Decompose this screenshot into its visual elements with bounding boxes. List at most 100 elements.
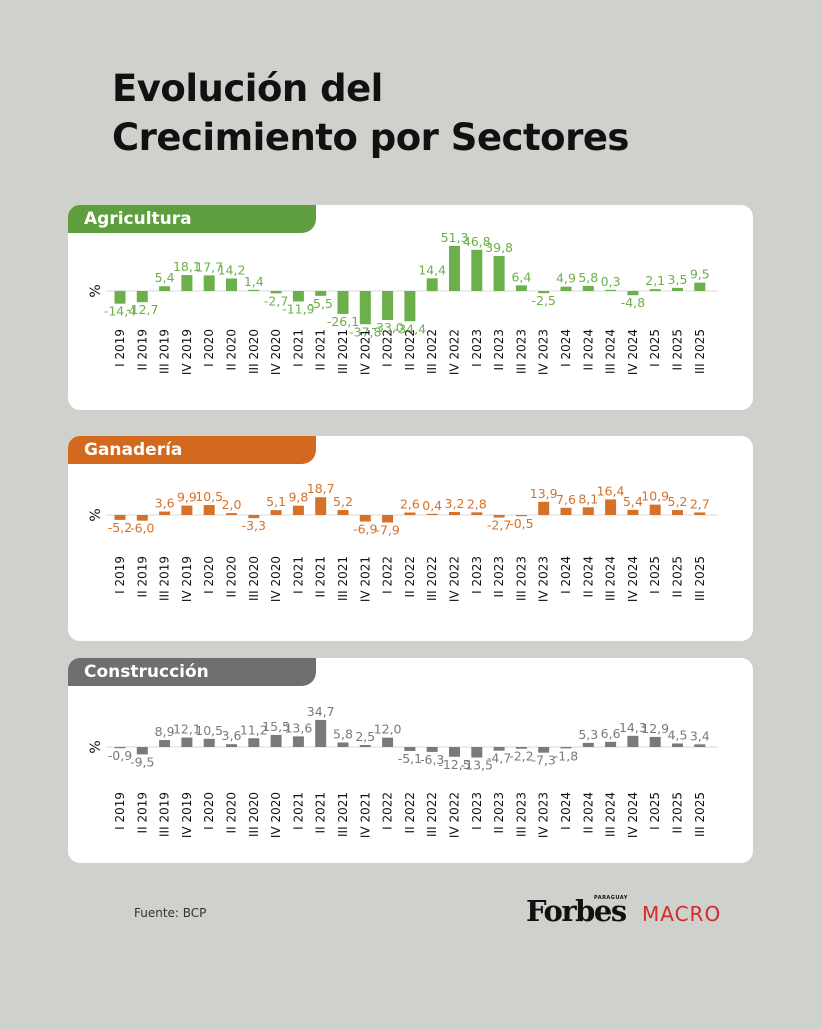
- bar: [226, 278, 237, 291]
- category-label: III 2021: [336, 329, 350, 374]
- bar: [382, 291, 394, 321]
- chart-card-agricultura: Agricultura % -14,4 I 2019 -12,7 II 2019 5,4 I…: [68, 205, 753, 410]
- bar: [515, 515, 527, 517]
- data-label: -6,3: [420, 752, 444, 767]
- chart-title-agricultura: Agricultura: [68, 205, 316, 233]
- category-label: III 2021: [336, 556, 350, 601]
- data-label: 46,8: [463, 234, 491, 249]
- bar: [493, 255, 505, 291]
- data-label: -26,1: [327, 314, 359, 329]
- category-label: II 2025: [671, 556, 685, 597]
- category-label: II 2021: [314, 329, 328, 370]
- bar: [471, 249, 483, 291]
- bar: [493, 515, 505, 518]
- bar: [426, 278, 438, 291]
- category-label: III 2022: [425, 556, 439, 601]
- data-label: -1,8: [554, 748, 578, 763]
- bar: [159, 286, 171, 291]
- data-label: 3,6: [222, 728, 242, 743]
- bar: [226, 744, 237, 747]
- title-line-1: Evolución del: [112, 67, 383, 110]
- data-label: 10,5: [195, 489, 223, 504]
- bar: [292, 505, 304, 515]
- category-label: II 2020: [225, 556, 239, 597]
- page-title: Evolución del Crecimiento por Sectores: [112, 64, 629, 162]
- data-label: -6,9: [353, 522, 377, 537]
- category-label: I 2021: [291, 329, 305, 367]
- data-label: 5,1: [266, 494, 286, 509]
- bar: [181, 737, 193, 747]
- bar: [627, 509, 639, 515]
- bar: [359, 745, 371, 747]
- bar: [694, 512, 706, 515]
- category-label: I 2019: [113, 556, 127, 594]
- category-label: I 2022: [381, 329, 395, 367]
- bar: [627, 291, 639, 296]
- data-label: 5,4: [623, 494, 643, 509]
- source-note: Fuente: BCP: [134, 906, 207, 920]
- category-label: II 2019: [135, 329, 149, 370]
- chart-ganaderia: % -5,2 I 2019 -6,0 II 2019 3,6 III 2019 9,9 IV 2…: [88, 481, 718, 602]
- bar: [337, 742, 349, 747]
- category-label: III 2019: [158, 556, 172, 601]
- category-label: II 2019: [135, 792, 149, 833]
- category-label: III 2021: [336, 792, 350, 837]
- data-label: -2,7: [487, 518, 511, 533]
- data-label: 15,5: [262, 719, 290, 734]
- bar: [114, 291, 126, 304]
- category-label: I 2019: [113, 329, 127, 367]
- data-label: -5,5: [309, 296, 333, 311]
- chart-title-construccion: Construcción: [68, 658, 316, 686]
- bar: [203, 505, 215, 515]
- bar: [337, 510, 349, 515]
- data-label: 0,4: [422, 498, 442, 513]
- bar: [292, 291, 304, 302]
- data-label: -12,7: [126, 302, 158, 317]
- chart-agricultura: %-14,4 I 2019 -12,7 II 2019 5,4 III 2019 18,1 I…: [88, 230, 718, 375]
- y-unit-label: %: [88, 508, 104, 521]
- bar: [404, 291, 416, 322]
- bar: [560, 286, 572, 291]
- category-label: III 2019: [158, 792, 172, 837]
- title-line-2: Crecimiento por Sectores: [112, 116, 629, 159]
- forbes-logo: Forbes: [526, 894, 627, 928]
- data-label: 9,9: [177, 490, 197, 505]
- category-label: III 2020: [247, 792, 261, 837]
- data-label: 9,8: [288, 490, 308, 505]
- bar: [315, 719, 327, 747]
- data-label: -2,7: [264, 293, 288, 308]
- category-label: II 2025: [671, 792, 685, 833]
- data-label: 10,9: [641, 489, 669, 504]
- bar: [605, 499, 617, 515]
- data-label: 3,4: [690, 728, 710, 743]
- bar: [136, 747, 148, 755]
- data-label: 14,2: [218, 263, 246, 278]
- data-label: 3,6: [155, 496, 175, 511]
- bar: [404, 512, 416, 515]
- bar: [359, 515, 371, 522]
- category-label: I 2019: [113, 792, 127, 830]
- data-label: -3,3: [242, 518, 266, 533]
- category-label: I 2025: [648, 556, 662, 594]
- category-label: IV 2019: [180, 792, 194, 838]
- data-label: -11,9: [282, 301, 314, 316]
- category-label: II 2022: [403, 792, 417, 833]
- category-label: I 2020: [202, 792, 216, 830]
- data-label: 10,5: [195, 723, 223, 738]
- data-label: 3,2: [445, 496, 465, 511]
- y-unit-label: %: [88, 740, 104, 753]
- data-label: 14,3: [619, 720, 647, 735]
- data-label: 18,7: [307, 481, 335, 496]
- data-label: 2,5: [355, 729, 375, 744]
- bar: [248, 515, 260, 519]
- bar: [672, 287, 683, 291]
- category-label: II 2024: [581, 556, 595, 597]
- data-label: 4,5: [668, 727, 688, 742]
- category-label: III 2025: [693, 329, 707, 374]
- category-label: III 2019: [158, 329, 172, 374]
- data-label: 7,6: [556, 492, 576, 507]
- bar: [181, 275, 193, 291]
- bar: [672, 510, 683, 515]
- category-label: III 2024: [604, 556, 618, 601]
- data-label: 1,4: [244, 274, 264, 289]
